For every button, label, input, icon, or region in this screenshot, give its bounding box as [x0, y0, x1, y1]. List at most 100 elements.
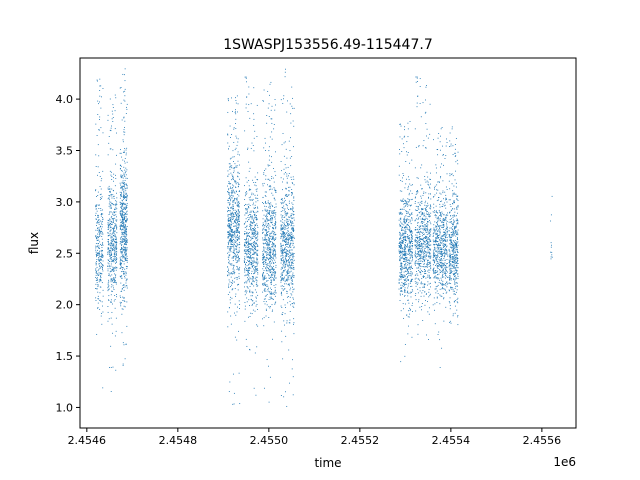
data-point — [235, 221, 237, 223]
data-point — [123, 186, 124, 187]
data-point — [428, 255, 430, 257]
data-point — [229, 250, 231, 252]
data-point — [285, 238, 287, 240]
data-point — [114, 234, 116, 236]
data-point — [97, 249, 99, 251]
data-point — [408, 251, 410, 253]
data-point — [400, 288, 402, 290]
data-point — [289, 235, 291, 237]
data-point — [246, 256, 248, 258]
data-point — [275, 257, 277, 259]
data-point — [430, 228, 432, 230]
data-point — [271, 304, 273, 306]
data-point — [126, 259, 128, 261]
data-point — [98, 272, 100, 274]
data-point — [286, 228, 288, 230]
data-point — [231, 165, 233, 167]
data-point — [234, 336, 236, 338]
data-point — [272, 257, 274, 259]
data-point — [275, 244, 276, 246]
data-point — [421, 208, 423, 209]
data-point — [120, 87, 122, 88]
data-point — [228, 243, 229, 245]
data-point — [249, 199, 251, 201]
data-point — [273, 254, 275, 256]
data-point — [280, 245, 282, 247]
data-point — [399, 218, 401, 220]
data-point — [419, 235, 421, 237]
data-point — [244, 275, 246, 277]
data-point — [291, 202, 293, 204]
data-point — [430, 244, 432, 246]
data-point — [256, 231, 258, 233]
data-point — [95, 251, 97, 253]
data-point — [98, 253, 100, 255]
data-point — [251, 238, 253, 240]
data-point — [252, 233, 254, 234]
data-point — [400, 246, 402, 248]
data-point — [411, 285, 413, 287]
data-point — [114, 254, 116, 256]
data-point — [263, 214, 265, 216]
data-point — [126, 188, 128, 190]
data-point — [114, 256, 116, 258]
data-point — [248, 272, 250, 274]
data-point — [399, 272, 401, 273]
data-point — [252, 228, 254, 229]
data-point — [256, 268, 258, 270]
data-point — [282, 210, 284, 212]
data-point — [271, 176, 273, 178]
data-point — [233, 161, 234, 162]
data-point — [110, 127, 112, 129]
data-point — [410, 230, 411, 232]
data-point — [287, 227, 289, 229]
data-point — [126, 259, 128, 261]
data-point — [416, 192, 418, 194]
data-point — [233, 269, 235, 271]
data-point — [227, 175, 229, 177]
data-point — [245, 264, 246, 266]
data-point — [126, 279, 128, 281]
data-point — [98, 265, 100, 267]
data-point — [425, 86, 427, 88]
data-point — [288, 242, 290, 244]
data-point — [108, 142, 110, 144]
data-point — [107, 119, 109, 121]
data-point — [101, 221, 103, 223]
data-point — [399, 225, 401, 227]
data-point — [257, 206, 258, 208]
data-point — [108, 197, 110, 199]
data-point — [100, 262, 102, 264]
data-point — [287, 256, 289, 258]
data-point — [286, 250, 288, 252]
data-point — [230, 223, 232, 225]
data-point — [281, 249, 283, 251]
data-point — [421, 292, 423, 294]
data-point — [107, 265, 109, 267]
data-point — [230, 282, 232, 283]
data-point — [283, 286, 285, 287]
data-point — [280, 395, 282, 396]
data-point — [120, 174, 122, 176]
data-point — [428, 233, 430, 235]
data-point — [426, 334, 427, 336]
data-point — [120, 165, 122, 167]
data-point — [408, 283, 410, 285]
data-point — [115, 243, 117, 245]
data-point — [227, 294, 229, 295]
data-point — [96, 255, 98, 256]
data-point — [286, 214, 288, 216]
data-point — [264, 278, 265, 280]
data-point — [409, 162, 411, 164]
data-point — [248, 235, 250, 237]
data-point — [416, 262, 418, 264]
data-point — [417, 237, 418, 239]
data-point — [121, 219, 123, 220]
data-point — [288, 200, 290, 202]
data-point — [250, 147, 252, 149]
data-point — [288, 194, 290, 196]
data-point — [228, 207, 230, 209]
data-point — [269, 270, 271, 272]
data-point — [122, 219, 124, 220]
